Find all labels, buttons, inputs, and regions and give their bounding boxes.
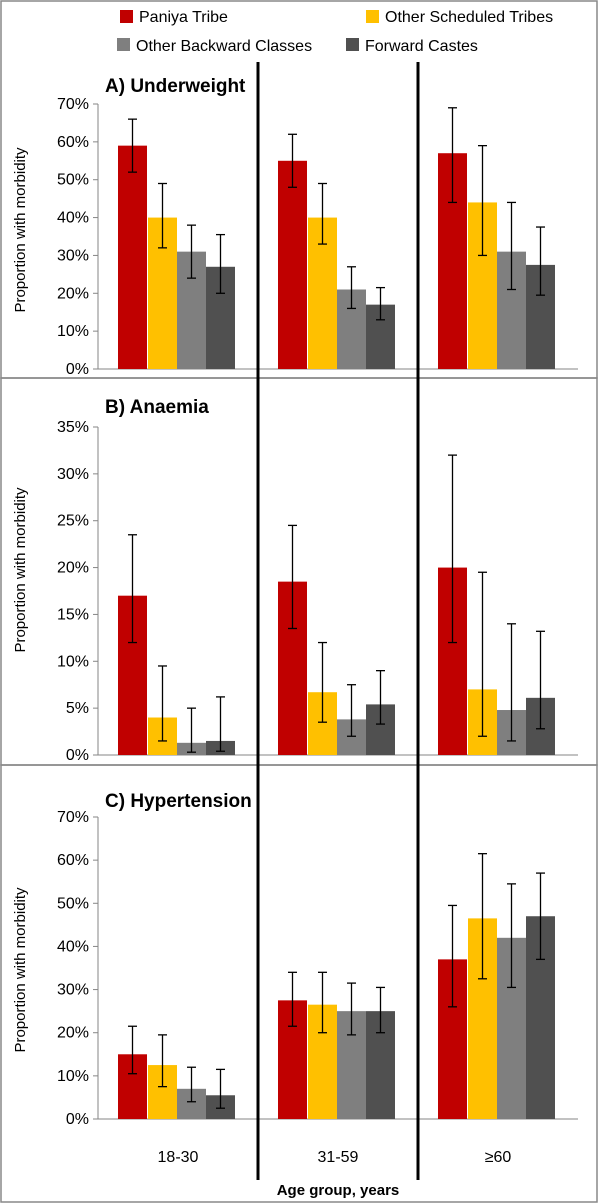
y-tick-label-a: 10% <box>57 323 89 340</box>
y-tick-label-a: 70% <box>57 96 89 113</box>
error-bar-a-forward-castes-31-59 <box>376 286 385 321</box>
legend-swatch-other-backward-classes <box>117 38 130 51</box>
legend-label-paniya-tribe: Paniya Tribe <box>139 9 228 26</box>
y-tick-label-c: 60% <box>57 852 89 869</box>
bar-a-paniya-tribe-18-30 <box>118 145 147 369</box>
x-tick-label-60-plus: ≥60 <box>485 1149 512 1166</box>
error-bar-a-paniya-tribe-60-plus <box>448 107 457 204</box>
y-tick-label-b: 5% <box>66 700 89 717</box>
error-bar-c-other-scheduled-tribes-60-plus <box>478 853 487 980</box>
legend-label-forward-castes: Forward Castes <box>365 38 478 55</box>
y-tick-label-b: 10% <box>57 653 89 670</box>
y-tick-label-b: 15% <box>57 606 89 623</box>
y-tick-label-b: 30% <box>57 466 89 483</box>
bars <box>118 145 555 1119</box>
error-bar-b-other-scheduled-tribes-18-30 <box>158 665 167 742</box>
error-bars <box>128 107 545 1109</box>
error-bar-c-forward-castes-31-59 <box>376 986 385 1034</box>
y-axis-label-c: Proportion with morbidity <box>12 887 29 1053</box>
error-bar-c-paniya-tribe-18-30 <box>128 1025 137 1075</box>
error-bar-a-forward-castes-18-30 <box>216 233 225 294</box>
error-bar-c-other-backward-classes-60-plus <box>507 883 516 989</box>
error-bar-a-paniya-tribe-18-30 <box>128 118 137 173</box>
y-tick-label-c: 0% <box>66 1111 89 1128</box>
y-tick-label-a: 50% <box>57 172 89 189</box>
error-bar-a-paniya-tribe-31-59 <box>288 133 297 188</box>
error-bar-c-other-backward-classes-31-59 <box>347 982 356 1036</box>
error-bar-b-other-scheduled-tribes-60-plus <box>478 571 487 737</box>
y-tick-label-a: 40% <box>57 210 89 227</box>
panel-title-b: B) Anaemia <box>105 397 209 418</box>
y-axis-label-a: Proportion with morbidity <box>12 147 29 313</box>
y-tick-label-c: 50% <box>57 895 89 912</box>
error-bar-a-other-scheduled-tribes-18-30 <box>158 182 167 249</box>
panel-title-c: C) Hypertension <box>105 791 252 812</box>
y-tick-label-a: 30% <box>57 247 89 264</box>
legend-swatch-forward-castes <box>346 38 359 51</box>
error-bar-b-other-backward-classes-31-59 <box>347 684 356 737</box>
y-ticks: 0% 10% 20% 30% 40% 50% 60% 70% 0% 5% 10% 15% 20% 25% 3… <box>57 96 98 1128</box>
error-bar-a-other-backward-classes-60-plus <box>507 201 516 291</box>
y-tick-label-b: 35% <box>57 419 89 436</box>
panel-title-a: A) Underweight <box>105 76 246 97</box>
y-tick-label-b: 0% <box>66 747 89 764</box>
panel-border-c <box>0 764 598 1203</box>
error-bar-c-paniya-tribe-60-plus <box>448 904 457 1008</box>
error-bar-c-other-scheduled-tribes-18-30 <box>158 1034 167 1088</box>
error-bar-b-forward-castes-31-59 <box>376 670 385 725</box>
legend: Paniya Tribe Other Scheduled Tribes Othe… <box>117 9 553 55</box>
error-bar-b-forward-castes-60-plus <box>536 630 545 730</box>
y-tick-label-c: 40% <box>57 938 89 955</box>
error-bar-a-other-scheduled-tribes-31-59 <box>318 182 327 245</box>
error-bar-c-paniya-tribe-31-59 <box>288 971 297 1027</box>
error-bar-b-paniya-tribe-60-plus <box>448 454 457 644</box>
legend-swatch-other-scheduled-tribes <box>366 10 379 23</box>
y-tick-label-a: 0% <box>66 361 89 378</box>
y-tick-label-c: 20% <box>57 1025 89 1042</box>
y-axis-label-b: Proportion with morbidity <box>12 487 29 653</box>
error-bar-b-paniya-tribe-31-59 <box>288 524 297 630</box>
error-bar-a-other-backward-classes-18-30 <box>187 224 196 279</box>
y-tick-label-b: 25% <box>57 513 89 530</box>
error-bar-a-forward-castes-60-plus <box>536 226 545 296</box>
legend-label-other-backward-classes: Other Backward Classes <box>136 38 312 55</box>
y-tick-label-c: 70% <box>57 809 89 826</box>
error-bar-b-other-backward-classes-60-plus <box>507 623 516 742</box>
error-bar-b-forward-castes-18-30 <box>216 696 225 752</box>
y-tick-label-c: 10% <box>57 1068 89 1085</box>
error-bar-b-paniya-tribe-18-30 <box>128 534 137 644</box>
x-tick-label-18-30: 18-30 <box>158 1149 199 1166</box>
error-bar-c-other-backward-classes-18-30 <box>187 1066 196 1103</box>
x-axis-label: Age group, years <box>277 1182 400 1199</box>
error-bar-a-other-scheduled-tribes-60-plus <box>478 144 487 257</box>
y-tick-label-c: 30% <box>57 982 89 999</box>
error-bar-b-other-scheduled-tribes-31-59 <box>318 641 327 723</box>
y-tick-label-a: 60% <box>57 134 89 151</box>
legend-label-other-scheduled-tribes: Other Scheduled Tribes <box>385 9 553 26</box>
error-bar-c-other-scheduled-tribes-31-59 <box>318 971 327 1034</box>
legend-swatch-paniya-tribe <box>120 10 133 23</box>
error-bar-c-forward-castes-18-30 <box>216 1068 225 1109</box>
y-tick-label-b: 20% <box>57 560 89 577</box>
error-bar-c-forward-castes-60-plus <box>536 872 545 961</box>
bar-a-paniya-tribe-31-59 <box>278 160 307 369</box>
y-tick-label-a: 20% <box>57 285 89 302</box>
x-tick-label-31-59: 31-59 <box>318 1149 359 1166</box>
error-bar-b-other-backward-classes-18-30 <box>187 707 196 753</box>
error-bar-a-other-backward-classes-31-59 <box>347 266 356 310</box>
